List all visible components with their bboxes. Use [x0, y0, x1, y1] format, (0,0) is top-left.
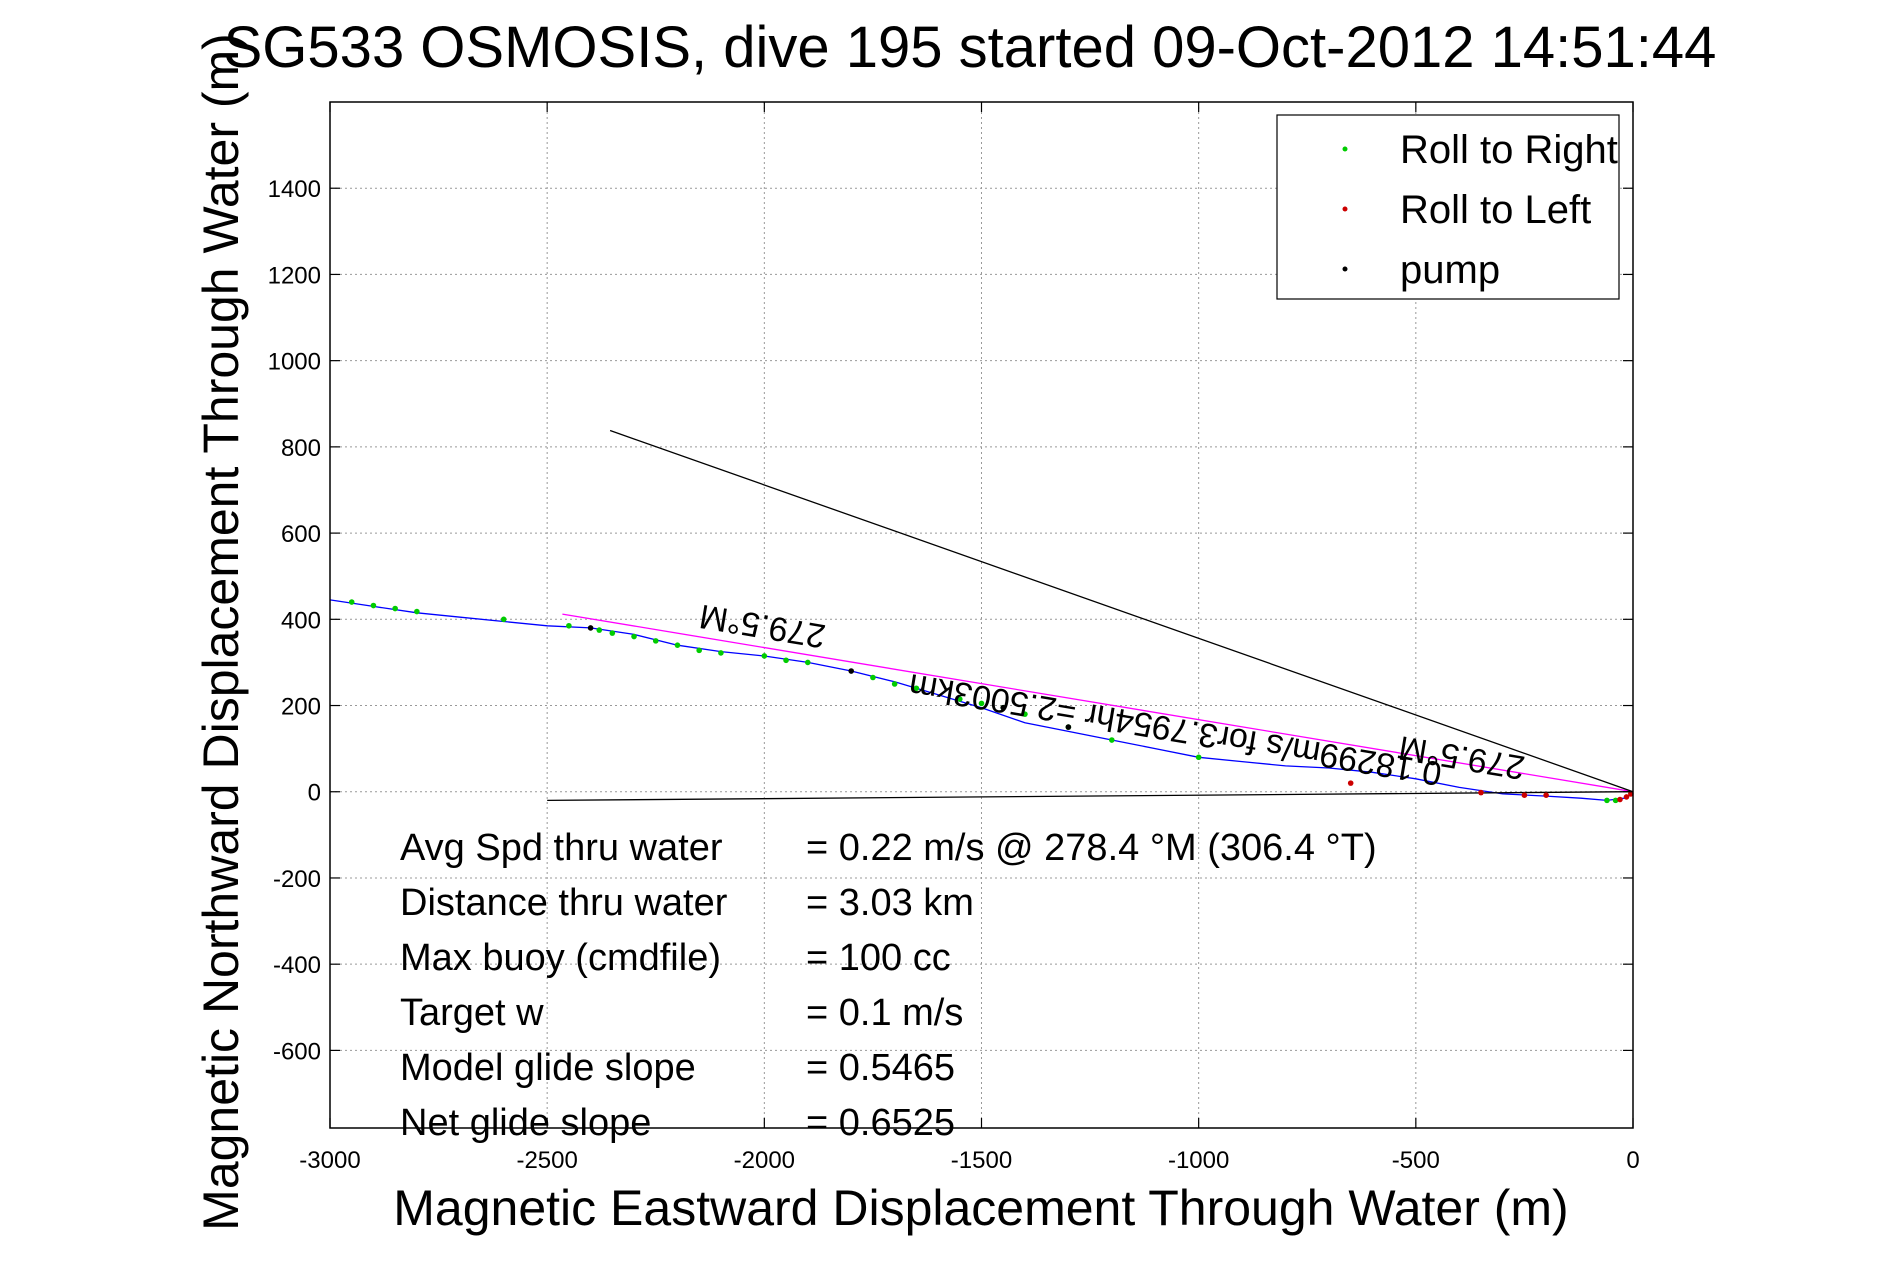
data-point	[761, 653, 768, 659]
legend-marker	[1342, 266, 1348, 272]
series-line-3	[547, 791, 1634, 802]
data-point	[1521, 792, 1528, 798]
data-point	[848, 668, 854, 674]
data-point	[1109, 737, 1115, 743]
stat-value: = 100 cc	[806, 937, 951, 979]
series-line-0	[329, 599, 1634, 802]
y-tick-label: 1400	[268, 176, 321, 203]
legend-label: pump	[1400, 248, 1500, 292]
stat-label: Net glide slope	[400, 1102, 651, 1144]
series-points	[348, 599, 1634, 804]
data-point	[596, 627, 603, 633]
series-line-2	[609, 429, 1634, 793]
x-tick-label: -500	[1392, 1147, 1440, 1174]
data-point	[1628, 791, 1634, 797]
x-tick-label: 0	[1626, 1147, 1639, 1174]
data-point	[783, 657, 789, 664]
data-point	[1022, 711, 1028, 717]
data-point	[804, 659, 811, 666]
stat-label: Max buoy (cmdfile)	[400, 937, 721, 979]
x-tick-label: -1500	[951, 1147, 1012, 1174]
x-tick-label: -3000	[299, 1147, 360, 1174]
y-tick-label: 1200	[268, 262, 321, 289]
legend-marker	[1342, 146, 1348, 152]
data-point	[1478, 789, 1484, 796]
x-tick-label: -1000	[1168, 1147, 1229, 1174]
y-tick-label: -400	[273, 952, 321, 979]
y-tick-label: 600	[281, 521, 321, 548]
data-point	[652, 638, 659, 644]
stat-label: Target w	[400, 992, 544, 1034]
y-tick-label: 400	[281, 607, 321, 634]
chart-title: SG533 OSMOSIS, dive 195 started 09-Oct-2…	[224, 15, 1717, 80]
data-point	[870, 674, 876, 681]
x-tick-label: -2000	[734, 1147, 795, 1174]
data-point	[566, 622, 572, 629]
data-point	[370, 602, 377, 609]
data-point	[609, 630, 616, 636]
ticks: -3000 -2500 -2000 -1500 -1000 -500 0-600-400-2…	[268, 102, 1640, 1174]
data-point	[696, 647, 702, 654]
data-point	[1347, 780, 1354, 786]
stat-label: Avg Spd thru water	[400, 827, 723, 869]
y-tick-label: -600	[273, 1038, 321, 1065]
data-point	[348, 599, 355, 605]
data-point	[1195, 754, 1202, 761]
stat-value: = 3.03 km	[806, 882, 974, 924]
data-point	[891, 681, 898, 687]
data-point	[913, 685, 920, 692]
data-point	[718, 650, 724, 656]
y-tick-label: -200	[273, 866, 321, 893]
y-tick-label: 800	[281, 435, 321, 462]
data-point	[1623, 794, 1630, 800]
legend-label: Roll to Left	[1400, 188, 1591, 232]
stat-value: = 0.22 m/s @ 278.4 °M (306.4 °T)	[806, 827, 1377, 869]
stat-value: = 0.1 m/s	[806, 992, 963, 1034]
data-point	[1000, 704, 1007, 711]
data-point	[674, 642, 681, 648]
stats-block: Avg Spd thru water = 0.22 m/s @ 278.4 °M …	[400, 827, 1377, 1144]
series-line-1	[562, 613, 1634, 793]
series-lines	[329, 429, 1634, 802]
y-tick-label: 1000	[268, 349, 321, 376]
legend-box	[1276, 114, 1620, 300]
stat-value: = 0.5465	[806, 1047, 955, 1089]
x-tick-label: -2500	[516, 1147, 577, 1174]
y-tick-label: 200	[281, 694, 321, 721]
data-point	[978, 700, 985, 707]
data-point	[1604, 797, 1610, 804]
data-point	[1612, 797, 1619, 804]
data-point	[1065, 724, 1072, 730]
stat-label: Distance thru water	[400, 882, 728, 924]
data-point	[587, 625, 594, 631]
data-point	[1543, 792, 1549, 798]
legend-marker	[1342, 206, 1348, 212]
y-axis-label: Magnetic Northward Displacement Through …	[193, 33, 249, 1231]
stat-value: = 0.6525	[806, 1102, 955, 1144]
x-axis-label: Magnetic Eastward Displacement Through W…	[393, 1180, 1568, 1236]
data-point	[956, 696, 963, 702]
data-point	[414, 608, 420, 615]
legend-label: Roll to Right	[1400, 128, 1618, 172]
data-point	[500, 616, 507, 623]
y-tick-label: 0	[308, 780, 321, 807]
data-point	[631, 633, 637, 640]
legend: Roll to Right Roll to Left pump	[1276, 114, 1620, 300]
data-point	[1617, 796, 1623, 803]
data-point	[392, 605, 398, 612]
stat-label: Model glide slope	[400, 1047, 696, 1089]
